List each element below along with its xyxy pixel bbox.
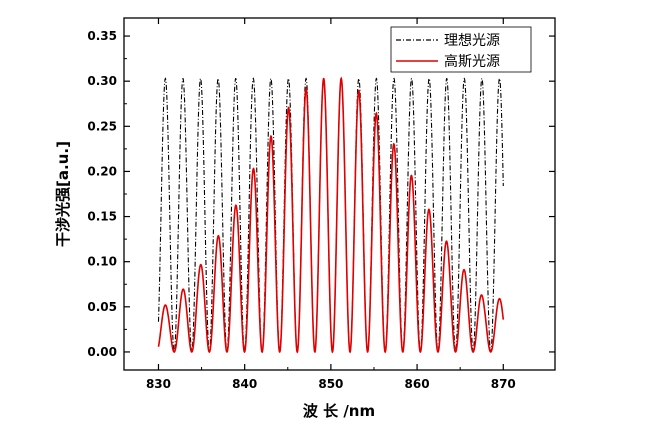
x-tick-label: 830 (146, 377, 171, 391)
y-tick-label: 0.15 (87, 210, 117, 224)
x-tick-label: 870 (491, 377, 516, 391)
x-tick-label: 850 (318, 377, 343, 391)
y-tick-label: 0.20 (87, 164, 117, 178)
y-tick-label: 0.05 (87, 300, 117, 314)
x-tick-label: 840 (232, 377, 257, 391)
y-tick-label: 0.00 (87, 345, 117, 359)
legend-label-gaussian: 高斯光源 (444, 53, 500, 70)
y-tick-label: 0.30 (87, 74, 117, 88)
x-tick-label: 860 (405, 377, 430, 391)
x-axis-title: 波 长 /nm (303, 402, 375, 420)
legend-box (390, 26, 532, 73)
axis-ticks: 830 840 850 860 870 0.00 0.05 0.10 0.15 0.20 0.25 0… (87, 18, 555, 391)
series-layer (157, 76, 505, 354)
y-axis-title: 干涉光强[a.u.] (54, 141, 72, 247)
legend-label-ideal: 理想光源 (444, 33, 500, 49)
legend: 理想光源 高斯光源 (390, 26, 532, 73)
series-gaussian-line (157, 76, 505, 354)
y-tick-label: 0.25 (87, 119, 117, 133)
y-tick-label: 0.35 (87, 29, 117, 43)
y-tick-label: 0.10 (87, 255, 117, 269)
